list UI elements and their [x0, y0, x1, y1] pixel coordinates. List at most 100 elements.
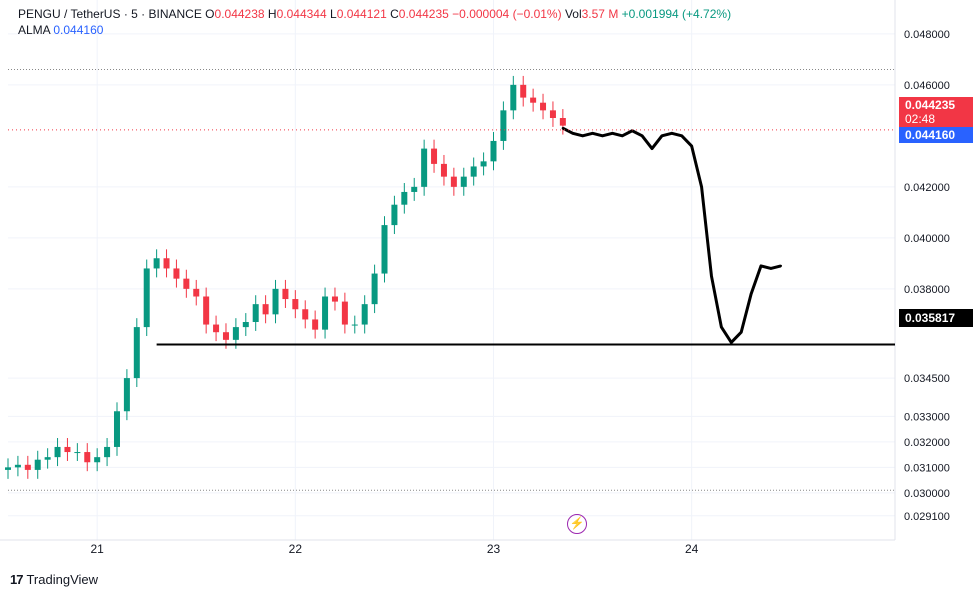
drawn-point	[739, 331, 743, 334]
drawn-point	[670, 132, 674, 135]
candle-body	[431, 148, 438, 164]
candle-body	[530, 97, 537, 103]
drawn-point	[779, 264, 783, 268]
candle-body	[361, 304, 368, 325]
candle-body	[54, 446, 61, 458]
candle-body	[232, 327, 239, 340]
candle-body	[322, 296, 329, 330]
low-value: 0.044121	[336, 7, 387, 21]
candle-body	[510, 84, 517, 111]
y-tick-label: 0.040000	[904, 233, 950, 245]
candle-body	[34, 459, 41, 470]
tradingview-logo-icon: 17	[10, 572, 24, 587]
open-label: O	[205, 7, 215, 21]
drawn-point	[660, 134, 664, 138]
y-tick-label: 0.030000	[904, 488, 950, 500]
candle-body	[203, 296, 210, 325]
x-tick-label: 21	[90, 542, 104, 556]
candle-body	[302, 309, 309, 320]
support-price-tag: 0.035817	[899, 309, 973, 327]
high-value: 0.044344	[276, 7, 327, 21]
candle-body	[292, 299, 299, 310]
drawn-point	[591, 132, 594, 135]
y-tick-label: 0.032000	[904, 437, 950, 449]
close-value: 0.044235	[398, 7, 449, 21]
legend-indicator-row[interactable]: ALMA 0.044160	[18, 22, 731, 38]
candle-body	[411, 186, 418, 192]
candle-body	[351, 324, 358, 326]
tradingview-footer[interactable]: 17 TradingView	[10, 572, 98, 587]
candle-countdown: 02:48	[905, 112, 936, 126]
change-value: −0.000004 (−0.01%)	[452, 7, 562, 21]
drawn-point	[730, 341, 733, 344]
candle-body	[480, 161, 487, 167]
drawn-point	[621, 134, 624, 138]
candle-body	[371, 273, 378, 305]
alma-price-tag: 0.044160	[899, 127, 973, 143]
candle-body	[341, 301, 348, 325]
price-axis: 0.048000 0.046000 0.042000 0.040000 0.038000…	[904, 29, 950, 523]
y-tick-label: 0.031000	[904, 462, 950, 474]
candle-series	[5, 75, 566, 479]
lightning-icon[interactable]: ⚡	[567, 514, 587, 534]
drawn-point	[601, 134, 604, 138]
candle-body	[490, 140, 497, 162]
candle-body	[540, 102, 547, 111]
chart-grid	[0, 0, 896, 541]
candle-body	[500, 110, 507, 141]
drawn-point	[749, 292, 753, 296]
candle-body	[173, 268, 180, 279]
candle-body	[24, 464, 31, 470]
candle-body	[460, 176, 467, 187]
candle-body	[222, 332, 229, 340]
candle-body	[5, 467, 11, 470]
last-price-tag: 0.044235 02:48	[899, 97, 973, 127]
candle-body	[252, 304, 259, 322]
candle-body	[242, 322, 249, 328]
indicator-label: ALMA	[18, 23, 51, 37]
overlay-lines	[8, 69, 895, 491]
candle-body	[401, 191, 408, 205]
candle-body	[193, 288, 200, 297]
candle-body	[282, 288, 289, 300]
change-value-2: +0.001994 (+4.72%)	[621, 7, 732, 21]
candle-body	[123, 378, 130, 412]
drawn-point	[769, 267, 773, 270]
candle-body	[153, 258, 160, 269]
candle-body	[133, 327, 140, 379]
x-tick-label: 22	[289, 542, 303, 556]
candle-body	[14, 464, 21, 468]
drawn-point	[720, 325, 723, 329]
candle-body	[272, 288, 279, 315]
drawn-point	[710, 274, 713, 278]
y-tick-label: 0.038000	[904, 284, 950, 296]
volume-value: 3.57 M	[581, 7, 619, 21]
y-tick-label: 0.046000	[904, 80, 950, 92]
volume-label: Vol	[564, 7, 582, 21]
drawn-point	[680, 134, 683, 138]
last-price-value: 0.044235	[905, 98, 956, 112]
candle-body	[450, 176, 457, 187]
drawn-line-series	[561, 126, 783, 344]
y-tick-label: 0.042000	[904, 182, 950, 194]
candle-body	[94, 457, 101, 463]
candle-body	[312, 319, 319, 330]
candle-body	[559, 118, 566, 126]
candle-body	[391, 204, 398, 226]
drawn-point	[640, 134, 644, 138]
indicator-value: 0.044160	[53, 23, 104, 37]
candle-body	[64, 446, 71, 453]
drawn-point	[700, 185, 703, 189]
drawn-point	[561, 127, 565, 130]
symbol-title[interactable]: PENGU / TetherUS · 5 · BINANCE	[18, 7, 202, 21]
alma-price-value: 0.044160	[905, 128, 956, 142]
candle-body	[84, 452, 91, 463]
x-tick-label: 24	[685, 542, 699, 556]
drawn-point	[650, 147, 654, 150]
candle-body	[381, 225, 388, 274]
candle-body	[421, 148, 428, 187]
x-tick-label: 23	[487, 542, 501, 556]
drawn-point	[581, 134, 584, 138]
candle-body	[44, 457, 51, 460]
